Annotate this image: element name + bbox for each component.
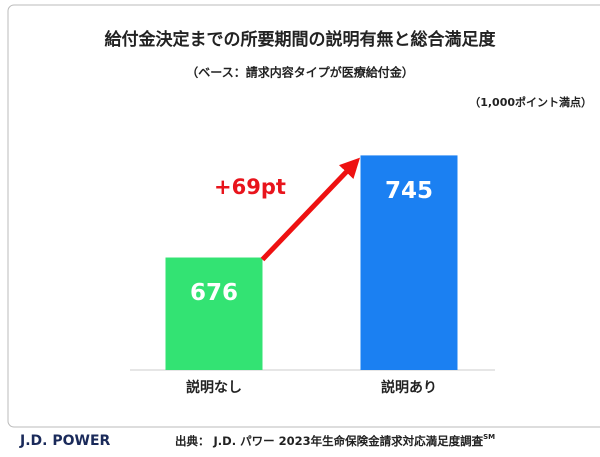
x-tick-label: 説明なし [186, 379, 242, 396]
bar [165, 257, 263, 370]
x-tick-label: 説明あり [381, 379, 437, 396]
value-label: 676 [190, 280, 238, 306]
frame [7, 4, 600, 428]
value-label: 745 [385, 178, 433, 204]
note: （1,000ポイント満点） [469, 95, 592, 109]
annotation: +69pt [214, 175, 286, 199]
source-mark: SM [483, 433, 495, 441]
arrow [260, 157, 361, 262]
source-text: 出典： J.D. パワー 2023年生命保険金請求対応満足度調査 [175, 434, 484, 448]
logo: J.D. POWER [19, 433, 111, 449]
source: 出典： J.D. パワー 2023年生命保険金請求対応満足度調査SM [175, 433, 495, 448]
chart-title: 給付金決定までの所要期間の説明有無と総合満足度 [105, 29, 497, 50]
subtitle: （ベース：請求内容タイプが医療給付金） [186, 65, 413, 80]
bar [360, 155, 458, 370]
